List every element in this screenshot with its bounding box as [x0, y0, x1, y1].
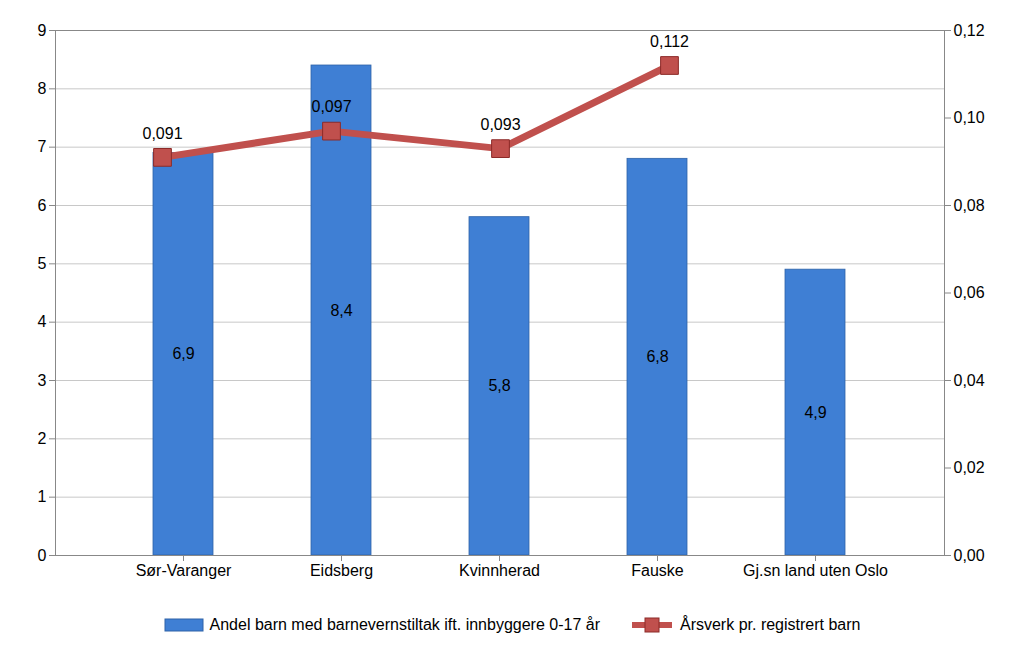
svg-text:9: 9 [38, 22, 47, 39]
svg-text:Sør-Varanger: Sør-Varanger [136, 562, 232, 579]
svg-text:4: 4 [38, 313, 47, 330]
svg-text:0,10: 0,10 [954, 109, 985, 126]
svg-text:0,091: 0,091 [142, 124, 182, 141]
svg-text:0,06: 0,06 [954, 284, 985, 301]
svg-text:0,04: 0,04 [954, 372, 985, 389]
svg-text:4,9: 4,9 [804, 404, 826, 421]
svg-text:0,08: 0,08 [954, 197, 985, 214]
svg-text:Gj.sn land uten Oslo: Gj.sn land uten Oslo [743, 562, 888, 579]
html-text:Andel barn med barnevernstilta: Andel barn med barnevernstiltak ift. inn… [209, 616, 600, 633]
svg-text:Eidsberg: Eidsberg [310, 562, 373, 579]
svg-text:0,097: 0,097 [311, 98, 351, 115]
svg-text:5,8: 5,8 [488, 377, 510, 394]
svg-text:0,112: 0,112 [650, 33, 689, 50]
svg-text:6,9: 6,9 [172, 345, 194, 362]
svg-text:0,02: 0,02 [954, 459, 985, 476]
svg-text:0,093: 0,093 [480, 116, 520, 133]
svg-text:7: 7 [38, 138, 47, 155]
svg-text:Fauske: Fauske [631, 562, 684, 579]
svg-text:8: 8 [38, 80, 47, 97]
svg-text:6,8: 6,8 [646, 348, 668, 365]
svg-text:2: 2 [38, 430, 47, 447]
svg-text:0: 0 [38, 547, 47, 564]
svg-text:3: 3 [38, 372, 47, 389]
html-text:Årsverk pr. registrert barn: Årsverk pr. registrert barn [680, 616, 861, 633]
svg-text:0,00: 0,00 [954, 547, 985, 564]
svg-text:8,4: 8,4 [330, 302, 352, 319]
svg-text:5: 5 [38, 255, 47, 272]
svg-text:Kvinnherad: Kvinnherad [459, 562, 540, 579]
svg-text:6: 6 [38, 197, 47, 214]
svg-text:0,12: 0,12 [954, 22, 985, 39]
svg-text:1: 1 [38, 488, 47, 505]
